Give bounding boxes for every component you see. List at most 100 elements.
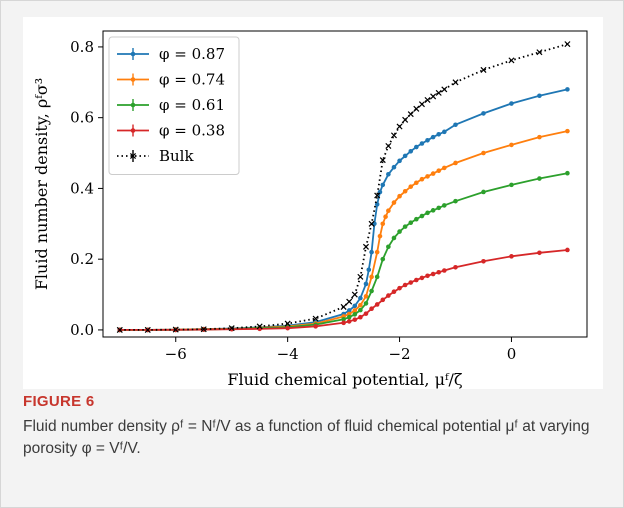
data-point (374, 202, 380, 207)
data-point (408, 280, 414, 285)
data-point (351, 291, 358, 298)
figure-caption: FIGURE 6 Fluid number density ρᶠ = Nᶠ/V … (23, 393, 603, 460)
data-point (352, 312, 358, 317)
legend-item: φ = 0.61 (117, 96, 225, 114)
data-point (312, 315, 319, 322)
data-point (369, 306, 374, 311)
data-point (380, 256, 386, 262)
data-point (379, 157, 386, 164)
data-point (396, 123, 403, 130)
y-tick-label: 0.2 (70, 250, 94, 268)
data-point (508, 57, 515, 64)
data-point (414, 144, 419, 150)
data-point (480, 66, 487, 73)
y-axis-label: Fluid number density, ρᶠσ³ (32, 78, 51, 290)
data-point (564, 41, 571, 48)
data-point (200, 326, 207, 333)
data-point (363, 294, 369, 299)
data-point (481, 150, 486, 156)
data-point (391, 235, 397, 241)
data-point (425, 174, 430, 179)
data-point (424, 96, 431, 104)
data-point (430, 208, 436, 213)
data-point (368, 220, 375, 227)
data-point (413, 105, 420, 112)
data-point (363, 311, 369, 316)
data-point (565, 128, 570, 134)
data-point (397, 158, 402, 164)
y-tick-label: 0.6 (70, 109, 94, 127)
caption-text: Fluid number density ρᶠ = Nᶠ/V as a func… (23, 418, 590, 457)
data-point (341, 320, 346, 326)
axes-frame (102, 30, 588, 338)
data-point (453, 122, 458, 128)
data-point (402, 224, 408, 229)
data-point (419, 176, 425, 182)
data-point (363, 301, 369, 306)
x-axis-label: Fluid chemical potential, μᶠ/ζ (227, 370, 462, 389)
data-point (358, 307, 363, 313)
data-point (425, 273, 430, 279)
data-point (481, 189, 486, 195)
plot-card: −6 −4 −2 0 0.0 0.2 0.4 0.6 0.8 Fluid chemical po… (23, 17, 603, 389)
data-point (362, 243, 370, 250)
data-point (346, 314, 352, 320)
data-point (408, 184, 414, 189)
data-point (383, 214, 388, 220)
data-point (453, 160, 458, 166)
data-point (369, 288, 374, 294)
legend-item: φ = 0.87 (117, 45, 225, 63)
data-point (481, 111, 486, 116)
data-point (442, 165, 447, 171)
data-point (402, 116, 409, 123)
data-point (391, 289, 397, 295)
data-point (374, 192, 381, 199)
series-layer (116, 41, 571, 333)
data-point (374, 249, 380, 255)
data-point (358, 314, 363, 320)
data-point (374, 302, 380, 307)
series-3 (117, 170, 570, 333)
legend-marker (130, 77, 136, 82)
series-line (119, 43, 568, 331)
data-point (358, 302, 363, 308)
y-tick-label: 0.4 (70, 179, 94, 197)
data-point (407, 111, 414, 118)
data-point (391, 164, 397, 170)
legend-marker (130, 102, 136, 108)
data-point (380, 221, 386, 227)
x-tick-label: −6 (165, 345, 187, 363)
data-point (397, 229, 402, 234)
legend-item: φ = 0.74 (117, 71, 225, 89)
data-point (418, 101, 425, 108)
data-point (385, 142, 392, 149)
legend: φ = 0.87 φ = 0.74 φ = 0.61 φ = 0.38 Bulk (108, 36, 240, 175)
legend-item: Bulk (117, 147, 194, 165)
data-point (402, 153, 408, 159)
data-point (390, 132, 397, 139)
data-point (352, 303, 358, 309)
figure-label: FIGURE 6 (23, 393, 95, 410)
data-point (509, 142, 514, 148)
data-point (430, 93, 437, 100)
data-point (377, 233, 383, 239)
data-point (386, 293, 391, 298)
data-point (509, 254, 514, 259)
y-tick-label: 0.0 (70, 321, 94, 339)
data-point (374, 274, 380, 280)
data-point (537, 176, 542, 181)
data-point (144, 326, 151, 333)
legend-label: φ = 0.61 (159, 96, 225, 114)
data-point (285, 325, 290, 331)
data-point (537, 93, 542, 99)
data-point (386, 244, 391, 250)
data-point (536, 49, 543, 56)
data-point (537, 250, 542, 256)
data-point (352, 317, 358, 322)
legend-marker (129, 152, 137, 160)
data-point (442, 203, 447, 208)
data-point (346, 319, 352, 324)
data-point (452, 79, 459, 86)
x-tick-label: −4 (277, 345, 299, 363)
